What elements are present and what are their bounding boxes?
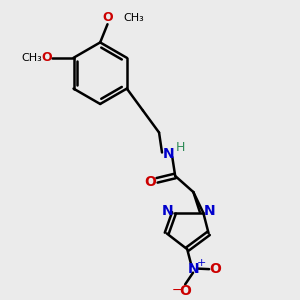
Text: O: O	[42, 51, 52, 64]
Text: O: O	[210, 262, 222, 276]
Text: N: N	[163, 147, 174, 161]
Text: CH₃: CH₃	[21, 53, 42, 63]
Text: N: N	[162, 204, 173, 218]
Text: O: O	[145, 175, 157, 189]
Text: −: −	[172, 284, 182, 297]
Text: CH₃: CH₃	[124, 13, 144, 23]
Text: O: O	[179, 284, 191, 298]
Text: N: N	[187, 262, 199, 276]
Text: +: +	[196, 258, 206, 268]
Text: H: H	[176, 141, 185, 154]
Text: O: O	[102, 11, 113, 24]
Text: N: N	[204, 204, 216, 218]
